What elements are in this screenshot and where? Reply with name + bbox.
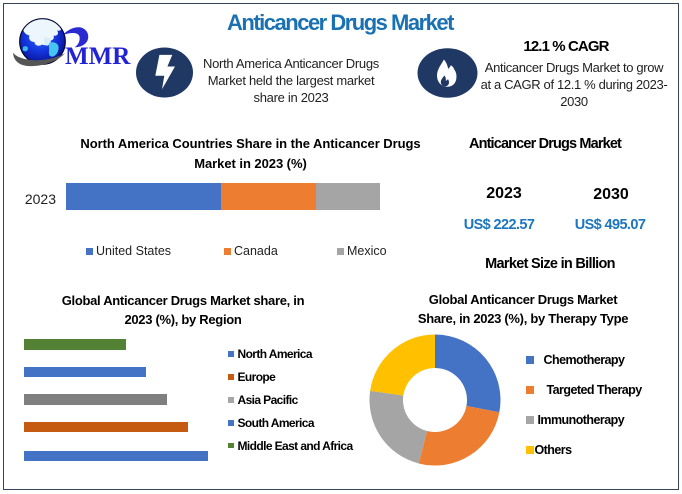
svg-text:MMR: MMR	[65, 43, 131, 70]
